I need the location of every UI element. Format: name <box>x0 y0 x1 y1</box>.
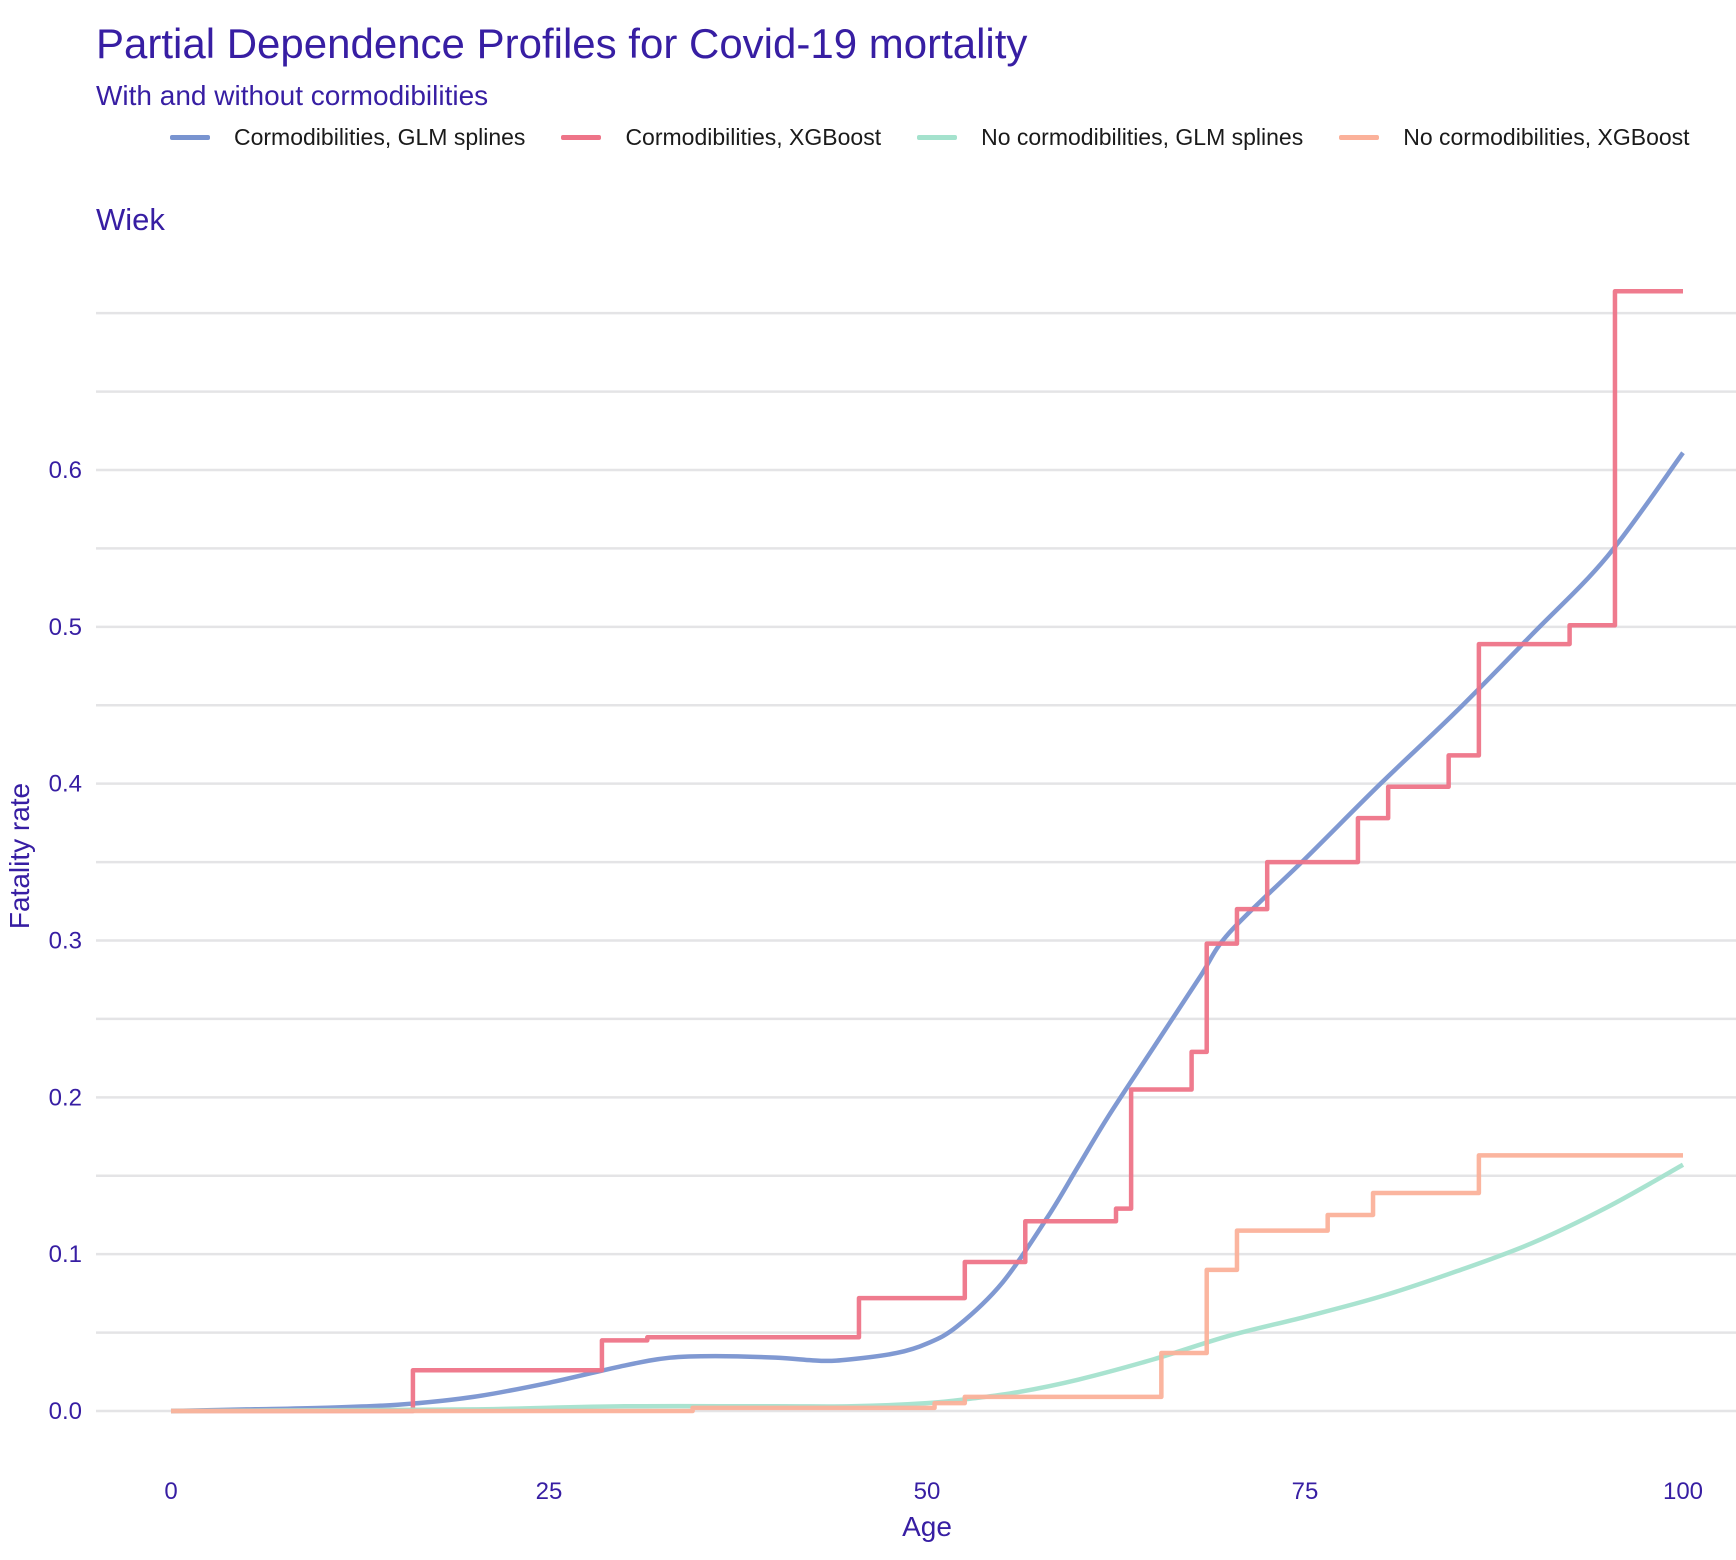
y-tick-label: 0.1 <box>49 1241 82 1268</box>
legend-item-glm-comorb: Cormodibilities, GLM splines <box>170 124 525 151</box>
xgb-comorb-line <box>171 288 1683 1414</box>
legend: Cormodibilities, GLM splines Cormodibili… <box>170 120 1690 154</box>
y-tick-label: 0.4 <box>49 771 82 798</box>
legend-item-glm-nocomorb: No cormodibilities, GLM splines <box>917 124 1303 151</box>
glm-comorb-line <box>170 451 1685 1414</box>
tick-labels: 0.0 0.1 0.2 0.3 0.4 0.5 0.6 0 25 50 75 100 <box>49 457 1703 1505</box>
legend-label-glm-comorb: Cormodibilities, GLM splines <box>234 123 526 150</box>
x-tick-label: 25 <box>536 1478 563 1505</box>
x-tick-label: 100 <box>1663 1478 1703 1505</box>
y-tick-label: 0.6 <box>49 457 82 484</box>
chart-subtitle: With and without cormodibilities <box>96 80 489 111</box>
chart-title: Partial Dependence Profiles for Covid-19… <box>96 20 1028 67</box>
facet-label: Wiek <box>96 202 165 237</box>
glm-nocomorb-line <box>170 1162 1685 1414</box>
xgb-nocomorb-line <box>171 1153 1683 1414</box>
legend-swatch-xgb-comorb <box>561 134 602 140</box>
y-tick-label: 0.0 <box>49 1398 82 1425</box>
legend-label-glm-nocomorb: No cormodibilities, GLM splines <box>981 123 1304 150</box>
y-tick-label: 0.5 <box>49 614 82 641</box>
x-tick-label: 0 <box>164 1478 177 1505</box>
x-tick-label: 75 <box>1292 1478 1319 1505</box>
legend-item-xgb-nocomorb: No cormodibilities, XGBoost <box>1339 123 1690 151</box>
x-tick-label: 50 <box>914 1478 941 1505</box>
legend-label-xgb-nocomorb: No cormodibilities, XGBoost <box>1403 123 1690 150</box>
legend-swatch-glm-comorb <box>170 134 210 140</box>
series-lines <box>170 288 1685 1414</box>
legend-swatch-glm-nocomorb <box>917 134 958 140</box>
gridlines <box>96 311 1736 1413</box>
legend-label-xgb-comorb: Cormodibilities, XGBoost <box>625 123 882 150</box>
y-tick-label: 0.3 <box>49 928 82 955</box>
y-axis-label: Fatality rate <box>4 783 35 929</box>
legend-swatch-xgb-nocomorb <box>1339 134 1380 140</box>
y-tick-label: 0.2 <box>49 1084 82 1111</box>
legend-item-xgb-comorb: Cormodibilities, XGBoost <box>561 124 881 151</box>
x-axis-label: Age <box>902 1511 952 1542</box>
